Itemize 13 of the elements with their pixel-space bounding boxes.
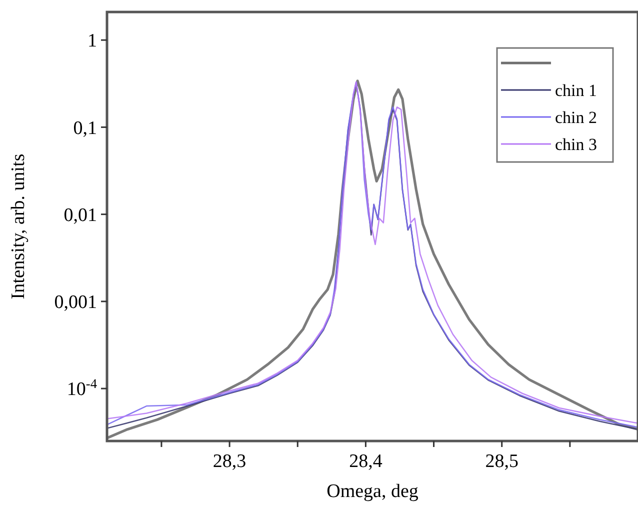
y-tick-label: 0,1	[73, 118, 97, 139]
x-axis-title: Omega, deg	[326, 481, 419, 502]
y-tick-label: 0,01	[64, 204, 97, 226]
legend-label: chin 3	[555, 134, 598, 154]
y-tick-label: 0,001	[54, 292, 97, 314]
x-tick-label: 28,3	[212, 451, 246, 472]
y-tick-label: 1	[88, 30, 97, 52]
legend-label: chin 2	[555, 108, 598, 127]
x-tick-label: 28,4	[349, 451, 383, 472]
x-tick-label: 28,5	[485, 451, 518, 472]
legend-label: chin 1	[555, 80, 598, 100]
y-axis-title: Intensity, arb. units	[8, 154, 29, 300]
y-tick-label: 10$^{-4}$	[66, 376, 98, 400]
